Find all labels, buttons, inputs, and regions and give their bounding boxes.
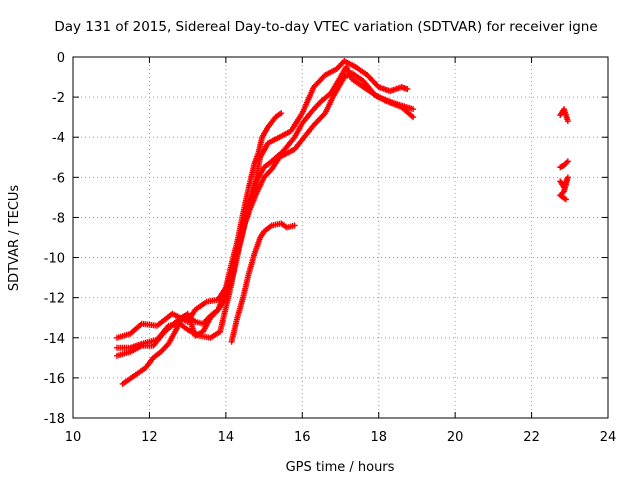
x-tick-label: 10 xyxy=(65,430,82,445)
y-tick-label: -14 xyxy=(44,332,65,347)
data-point xyxy=(404,86,411,93)
data-points xyxy=(113,58,571,387)
x-tick-label: 12 xyxy=(141,430,158,445)
x-tick-label: 20 xyxy=(447,430,464,445)
data-point xyxy=(291,222,298,229)
y-axis-label: SDTVAR / TECUs xyxy=(7,185,22,292)
x-tick-label: 16 xyxy=(294,430,311,445)
data-point xyxy=(564,118,571,125)
series-track-3 xyxy=(113,70,417,359)
series-track-8 xyxy=(557,174,571,203)
y-tick-label: -16 xyxy=(44,372,65,387)
chart-title: Day 131 of 2015, Sidereal Day-to-day VTE… xyxy=(54,19,597,35)
y-tick-label: -6 xyxy=(52,171,65,186)
series-track-5 xyxy=(228,220,298,345)
x-tick-label: 22 xyxy=(523,430,540,445)
y-tick-label: -10 xyxy=(44,252,65,267)
series-track-4 xyxy=(119,110,285,387)
y-tick-label: -18 xyxy=(44,412,65,427)
data-point xyxy=(410,106,417,113)
data-point xyxy=(278,110,285,117)
x-tick-label: 18 xyxy=(370,430,387,445)
y-tick-label: -2 xyxy=(52,91,65,106)
series-track-6 xyxy=(557,106,571,125)
data-point xyxy=(564,158,571,165)
axis-ticks: 10 12 14 16 18 20 22 24 0 -2 -4 -6 -8 -10 -12 -14 -16 -18 xyxy=(44,51,617,445)
plot-frame xyxy=(72,56,609,419)
data-point xyxy=(562,196,569,203)
y-tick-label: -12 xyxy=(44,292,65,307)
x-axis-label: GPS time / hours xyxy=(286,460,395,475)
y-tick-label: 0 xyxy=(57,51,65,66)
y-tick-label: -8 xyxy=(52,211,65,226)
y-tick-label: -4 xyxy=(52,131,65,146)
data-point xyxy=(410,114,417,121)
grid-lines xyxy=(73,57,608,418)
series-track-7 xyxy=(557,158,571,171)
x-tick-label: 14 xyxy=(218,430,235,445)
x-tick-label: 24 xyxy=(600,430,617,445)
